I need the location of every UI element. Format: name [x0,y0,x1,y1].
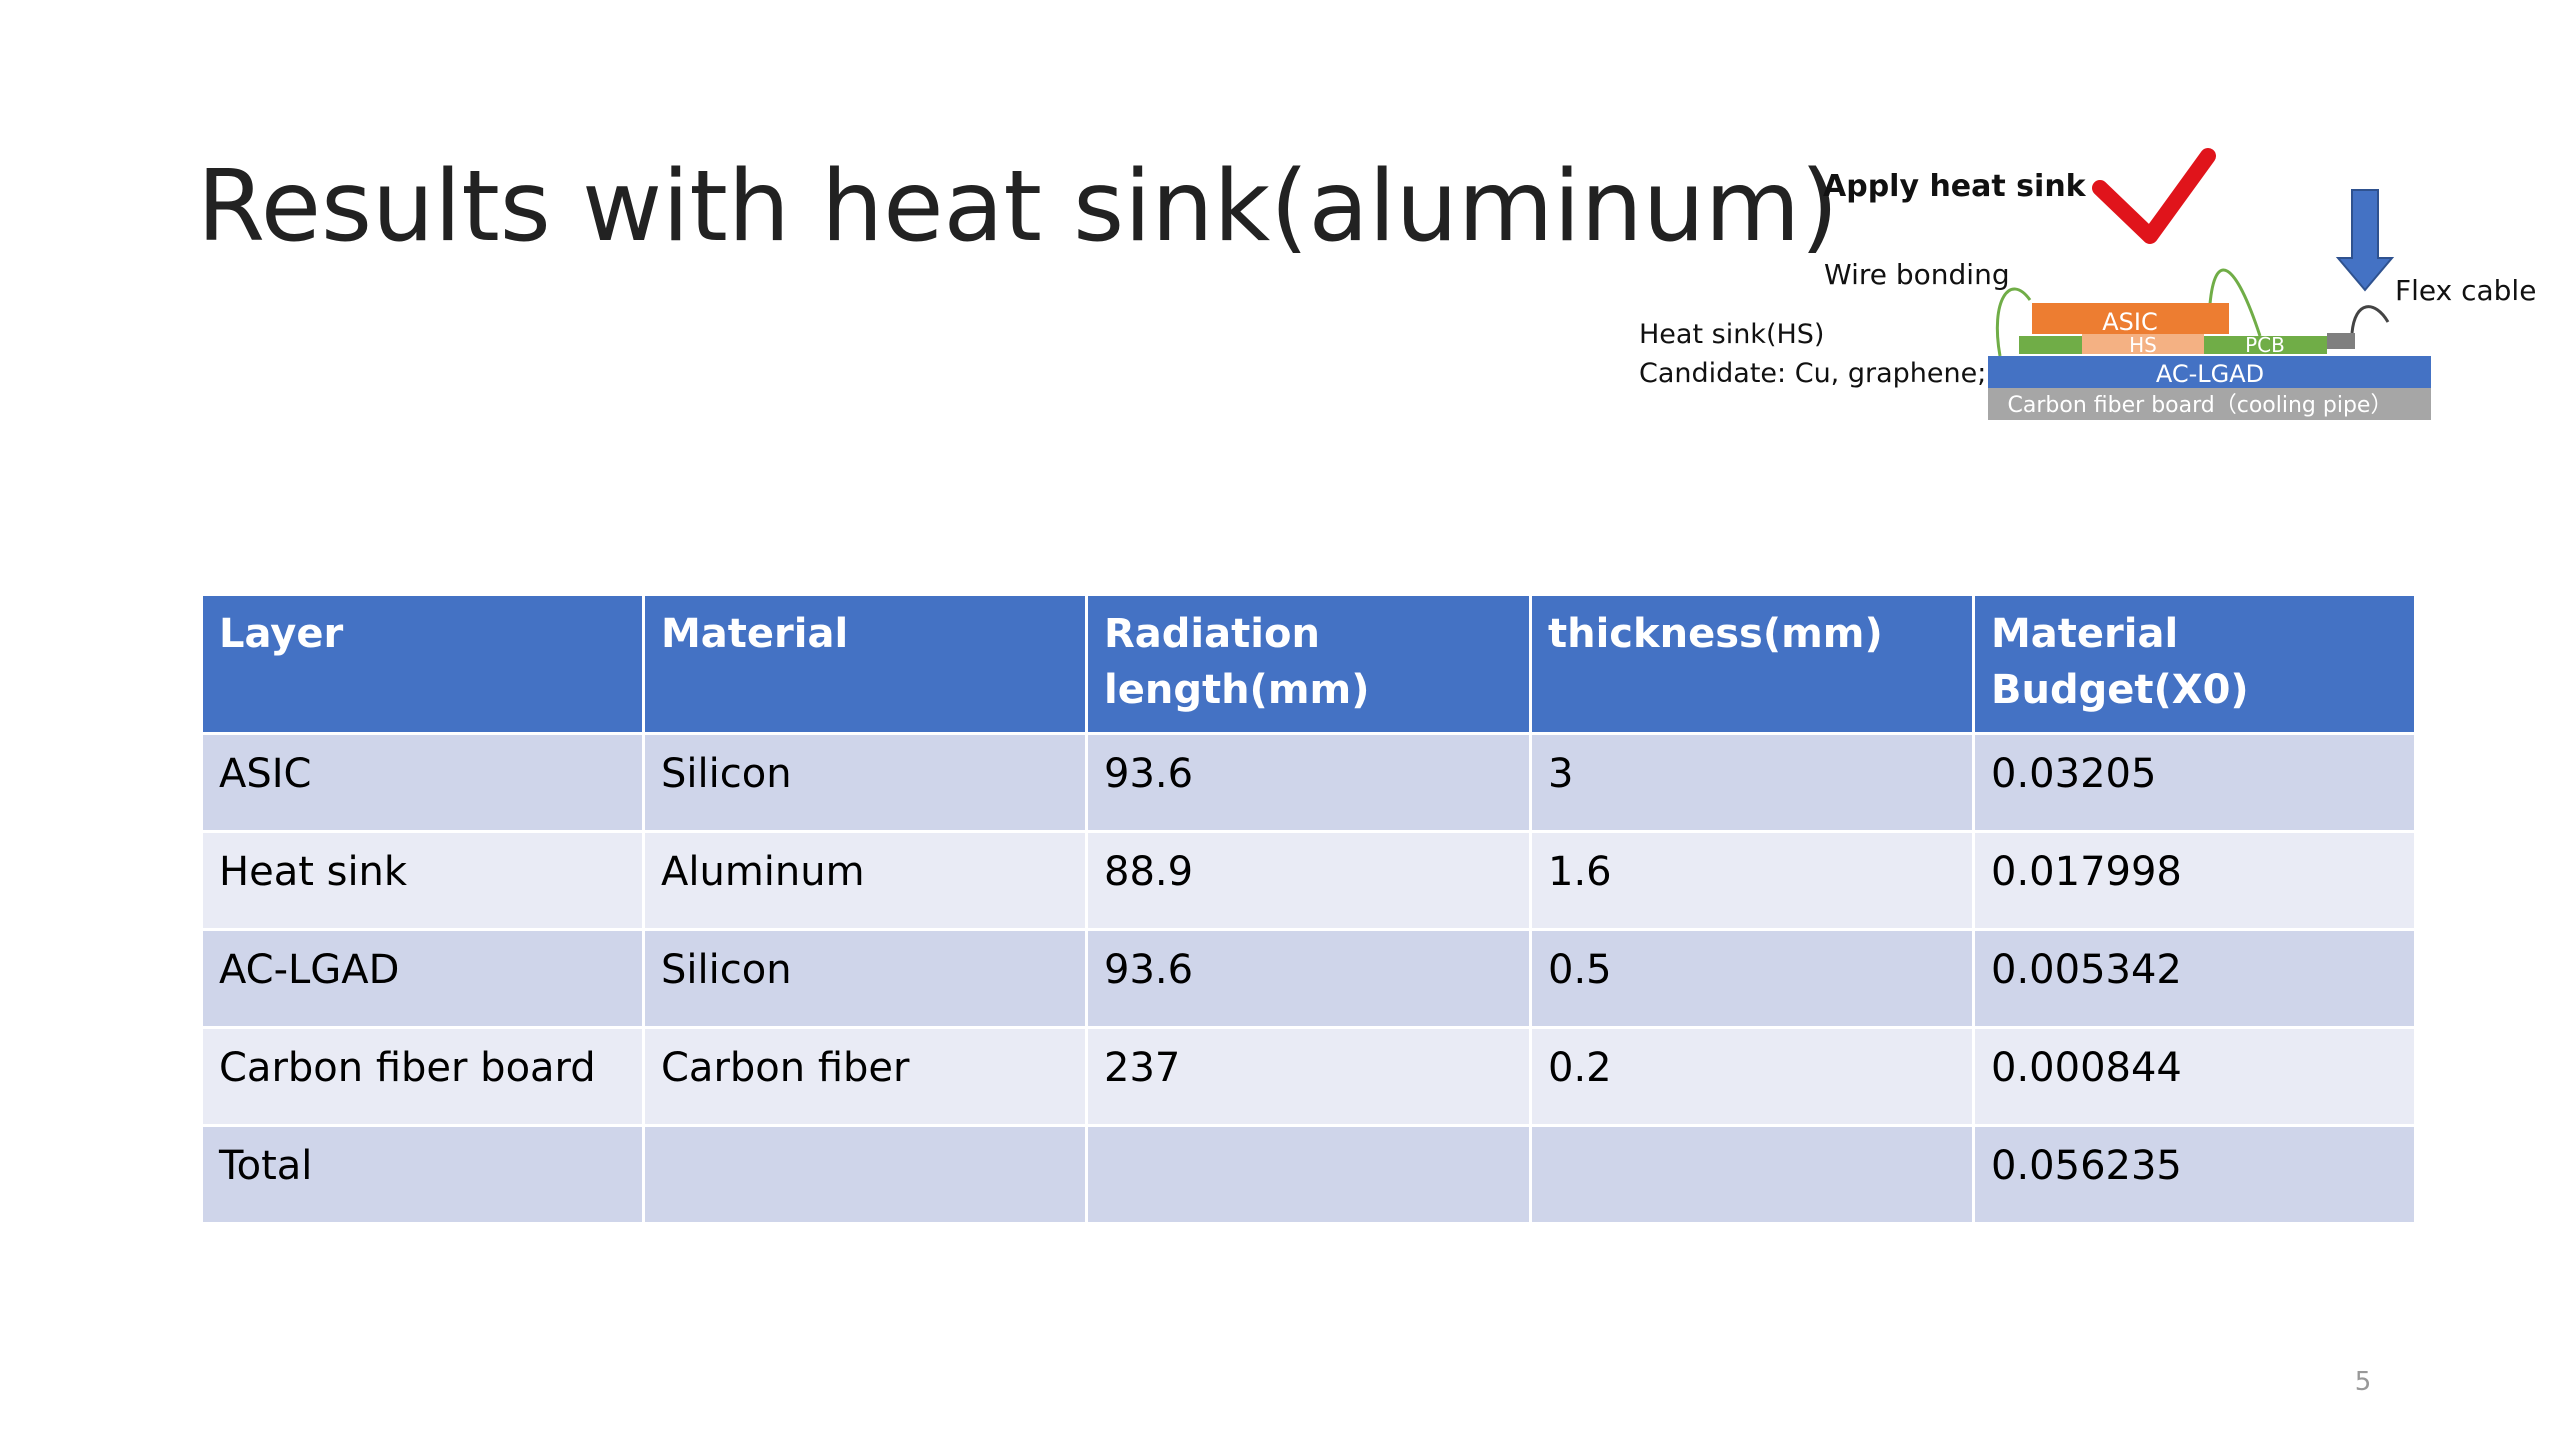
hs-label: Heat sink(HS) [1639,319,1824,350]
table-row: AC-LGAD Silicon 93.6 0.5 0.005342 [200,928,2417,1029]
board-layer [1988,388,2431,420]
table-row: ASIC Silicon 93.6 3 0.03205 [200,732,2417,833]
flex-arrow [2335,189,2395,292]
table-cell: Heat sink [200,830,645,931]
table-cell: 0.2 [1529,1026,1975,1127]
candidate-label: Candidate: Cu, graphene; [1639,358,1986,389]
wire [2208,268,2262,337]
table-row: Carbon fiber board Carbon fiber 237 0.2 0.00… [200,1026,2417,1127]
table-cell [1529,1124,1975,1225]
table-cell: 0.000844 [1972,1026,2417,1127]
table-cell: Silicon [642,928,1088,1029]
wire [1995,287,2032,357]
table-cell: 0.017998 [1972,830,2417,931]
lgad-layer [1988,356,2431,388]
table-cell [642,1124,1088,1225]
table-cell: 237 [1085,1026,1532,1127]
table-cell: 93.6 [1085,928,1532,1029]
board-label: Carbon fiber board（cooling pipe） [2008,393,2393,418]
table-cell: Silicon [642,732,1088,833]
table-cell: 0.056235 [1972,1124,2417,1225]
flex-label: Flex cable [2395,274,2536,307]
table-cell: 0.03205 [1972,732,2417,833]
table-cell [1085,1124,1532,1225]
asic-label: ASIC [2102,308,2158,336]
table-cell: Carbon fiber [642,1026,1088,1127]
pcb-label: PCB [2245,333,2285,357]
page-number: 5 [2355,1367,2372,1397]
asic-layer [2032,303,2229,334]
flex-wire [2350,305,2390,334]
table-cell: 1.6 [1529,830,1975,931]
hs-layer-label: HS [2129,333,2157,357]
table-cell: 0.5 [1529,928,1975,1029]
table-row: Heat sink Aluminum 88.9 1.6 0.017998 [200,830,2417,931]
check-label: Apply heat sink [1823,169,2087,204]
table-cell: 93.6 [1085,732,1532,833]
checkmark [2092,148,2216,244]
table-cell: AC-LGAD [200,928,645,1029]
table-cell: Total [200,1124,645,1225]
table-cell: 3 [1529,732,1975,833]
header-cell: thickness(mm) [1529,593,1975,735]
header-cell: Material Budget(X0) [1972,593,2417,735]
table-cell: 88.9 [1085,830,1532,931]
table-cell: Aluminum [642,830,1088,931]
budget-table: Layer Material Radiation length(mm) thickne… [200,593,2417,1225]
connector [2327,333,2355,349]
table-cell: 0.005342 [1972,928,2417,1029]
header-row: Layer Material Radiation length(mm) thickne… [200,593,2417,735]
slide-title: Results with heat sink(aluminum) [197,150,1839,264]
lgad-label: AC-LGAD [2156,360,2264,388]
table-cell: ASIC [200,732,645,833]
table-cell: Carbon fiber board [200,1026,645,1127]
header-cell: Radiation length(mm) [1085,593,1532,735]
table-body: ASIC Silicon 93.6 3 0.03205 Heat sink Aluminum… [200,732,2417,1225]
wire-label: Wire bonding [1824,258,2010,291]
header-cell: Material [642,593,1088,735]
hs-layer [2082,334,2204,354]
table-row: Total 0.056235 [200,1124,2417,1225]
header-cell: Layer [200,593,645,735]
